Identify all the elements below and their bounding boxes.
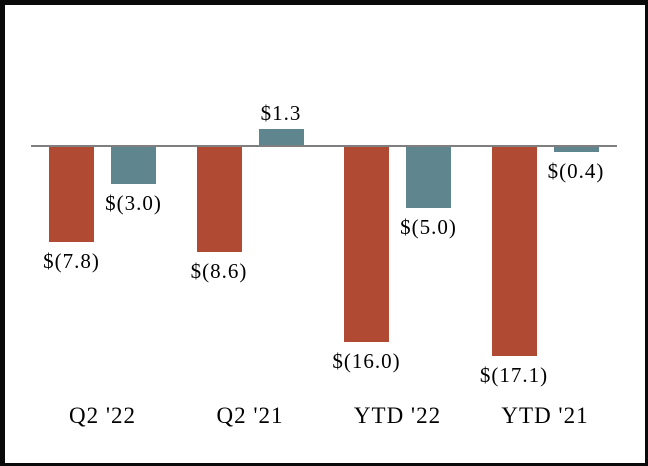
value-label: $(17.1) [479, 363, 549, 387]
bar [196, 147, 242, 252]
bar [111, 147, 156, 184]
value-label: $(0.4) [547, 159, 605, 183]
plot-area: $(7.8) $(3.0) Q2 '22 $(8.6) $1.3 Q2 '21 $(16.0… [5, 5, 645, 463]
category-label: YTD '21 [501, 403, 589, 428]
category-label: YTD '22 [353, 403, 442, 428]
category-label: Q2 '22 [68, 403, 137, 428]
value-label: $1.3 [260, 101, 302, 125]
bar [406, 147, 451, 208]
value-label: $(5.0) [400, 215, 457, 239]
bar [553, 147, 599, 152]
zero-axis-line [31, 145, 617, 147]
value-label: $(3.0) [105, 191, 162, 215]
bar [491, 147, 537, 356]
value-label: $(8.6) [190, 259, 248, 283]
value-label: $(16.0) [332, 349, 401, 373]
category-label: Q2 '21 [216, 403, 284, 428]
bar [49, 147, 94, 242]
bar [258, 129, 304, 145]
value-label: $(7.8) [43, 249, 100, 273]
bar [344, 147, 389, 342]
